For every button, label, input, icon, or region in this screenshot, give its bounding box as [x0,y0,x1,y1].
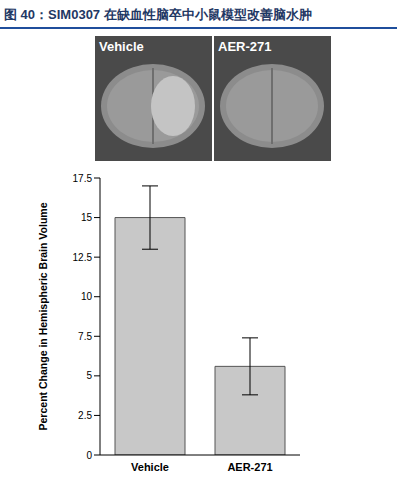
svg-text:15: 15 [81,212,93,223]
svg-text:10: 10 [81,291,93,302]
svg-text:17.5: 17.5 [73,173,93,184]
html-text:AER-271: AER-271 [218,39,272,54]
svg-text:Vehicle: Vehicle [131,461,169,473]
svg-text:Percent Change in Hemispheric: Percent Change in Hemispheric Brain Volu… [37,202,49,430]
svg-text:5: 5 [86,370,92,381]
svg-text:2.5: 2.5 [78,410,92,421]
svg-text:7.5: 7.5 [78,331,92,342]
html-text:Vehicle: Vehicle [99,39,144,54]
svg-text:AER-271: AER-271 [227,461,272,473]
svg-text:12.5: 12.5 [73,252,93,263]
svg-text:0: 0 [86,450,92,461]
html-text:图 40：SIM0307 在缺血性脑卒中小鼠模型改善脑水肿: 图 40：SIM0307 在缺血性脑卒中小鼠模型改善脑水肿 [4,7,312,22]
